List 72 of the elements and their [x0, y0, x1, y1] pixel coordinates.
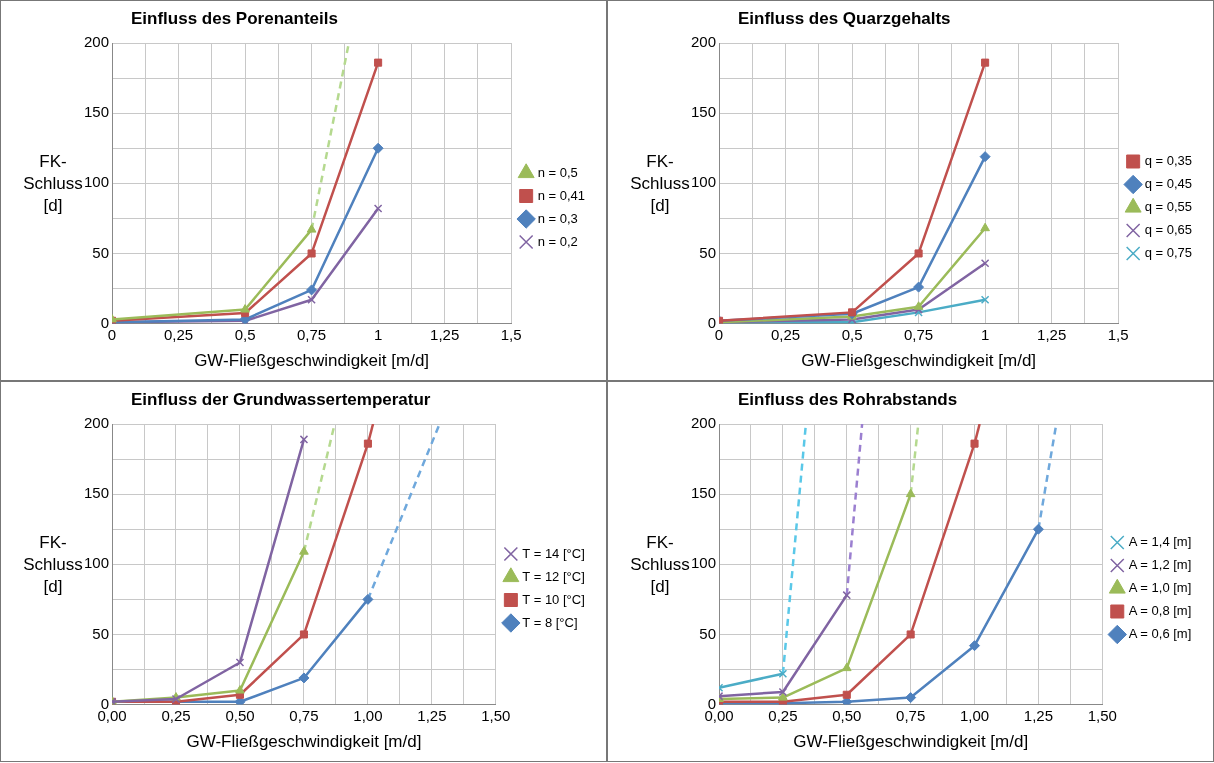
- x-tick-label: 1: [373, 325, 383, 343]
- legend-label: n = 0,41: [537, 187, 586, 203]
- chart-title: Einfluss des Rohrabstands: [738, 390, 958, 410]
- legend-label: q = 0,75: [1144, 245, 1193, 261]
- chart-title: Einfluss des Quarzgehalts: [738, 9, 951, 29]
- legend-label: T = 8 [°C]: [522, 614, 578, 630]
- y-tick-label: 100: [84, 173, 110, 191]
- legend-label: T = 10 [°C]: [522, 591, 585, 607]
- x-tick-label: 1,25: [417, 706, 447, 724]
- y-tick-label: 150: [84, 103, 110, 121]
- y-tick-label: 0: [100, 313, 110, 331]
- y-tick-label: 150: [84, 484, 110, 502]
- y-tick-label: 150: [691, 103, 717, 121]
- x-tick-label: 1,00: [353, 706, 383, 724]
- x-tick-label: 0,25: [163, 325, 194, 343]
- x-axis-title: GW-Fließgeschwindigkeit [m/d]: [194, 351, 430, 371]
- legend-label: n = 0,3: [537, 210, 578, 226]
- y-tick-label: 0: [707, 313, 717, 331]
- y-tick-label: 100: [84, 554, 110, 572]
- y-tick-label: 200: [691, 33, 717, 51]
- x-tick-label: 0,75: [289, 706, 319, 724]
- legend-label: A = 1,0 [m]: [1128, 580, 1192, 596]
- y-tick-label: 100: [691, 173, 717, 191]
- chart-title: Einfluss der Grundwassertemperatur: [131, 390, 431, 410]
- x-tick-label: 0,25: [770, 325, 801, 343]
- x-tick-label: 0,50: [225, 706, 255, 724]
- y-tick-label: 100: [691, 554, 717, 572]
- x-tick-label: 0,25: [161, 706, 191, 724]
- y-tick-label: 200: [691, 414, 717, 432]
- legend-label: A = 0,6 [m]: [1128, 626, 1192, 642]
- y-tick-label: 50: [699, 624, 717, 642]
- y-axis-title: FK-Schluss [d]: [630, 151, 690, 217]
- x-axis-title: GW-Fließgeschwindigkeit [m/d]: [801, 351, 1037, 371]
- x-tick-label: 0,75: [296, 325, 327, 343]
- x-tick-label: 1,25: [430, 325, 460, 343]
- y-tick-label: 200: [84, 414, 110, 432]
- legend-label: A = 0,8 [m]: [1128, 603, 1192, 619]
- y-axis-title: FK-Schluss [d]: [23, 532, 83, 598]
- y-tick-label: 50: [699, 243, 717, 261]
- x-tick-label: 0,75: [903, 325, 934, 343]
- legend-label: q = 0,45: [1144, 176, 1193, 192]
- y-tick-label: 150: [691, 484, 717, 502]
- legend-label: n = 0,5: [537, 164, 578, 180]
- x-axis-title: GW-Fließgeschwindigkeit [m/d]: [186, 732, 422, 752]
- x-tick-label: 1: [980, 325, 990, 343]
- legend-label: T = 12 [°C]: [522, 568, 585, 584]
- x-tick-label: 1,50: [1087, 706, 1117, 724]
- x-tick-label: 1,00: [959, 706, 990, 724]
- x-tick-label: 0,50: [832, 706, 862, 724]
- x-tick-label: 1,50: [481, 706, 511, 724]
- x-tick-label: 0,5: [234, 325, 256, 343]
- legend-label: q = 0,65: [1144, 222, 1193, 238]
- chart-title: Einfluss des Porenanteils: [131, 9, 338, 29]
- legend-label: T = 14 [°C]: [522, 545, 585, 561]
- y-axis-title: FK-Schluss [d]: [630, 532, 690, 598]
- x-tick-label: 0,75: [896, 706, 926, 724]
- y-tick-label: 50: [92, 624, 110, 642]
- x-tick-label: 1,25: [1037, 325, 1067, 343]
- y-tick-label: 200: [84, 33, 110, 51]
- legend-label: q = 0,35: [1144, 153, 1193, 169]
- x-axis-title: GW-Fließgeschwindigkeit [m/d]: [793, 732, 1029, 752]
- x-tick-label: 1,25: [1023, 706, 1053, 724]
- legend-label: q = 0,55: [1144, 199, 1193, 215]
- x-tick-label: 1,5: [500, 325, 522, 343]
- legend-label: A = 1,4 [m]: [1128, 534, 1192, 550]
- y-axis-title: FK-Schluss [d]: [23, 151, 83, 217]
- legend-label: n = 0,2: [537, 233, 578, 249]
- x-tick-label: 1,5: [1107, 325, 1129, 343]
- y-tick-label: 50: [92, 243, 110, 261]
- x-tick-label: 0,5: [841, 325, 863, 343]
- x-tick-label: 0,25: [768, 706, 798, 724]
- legend-label: A = 1,2 [m]: [1128, 557, 1192, 573]
